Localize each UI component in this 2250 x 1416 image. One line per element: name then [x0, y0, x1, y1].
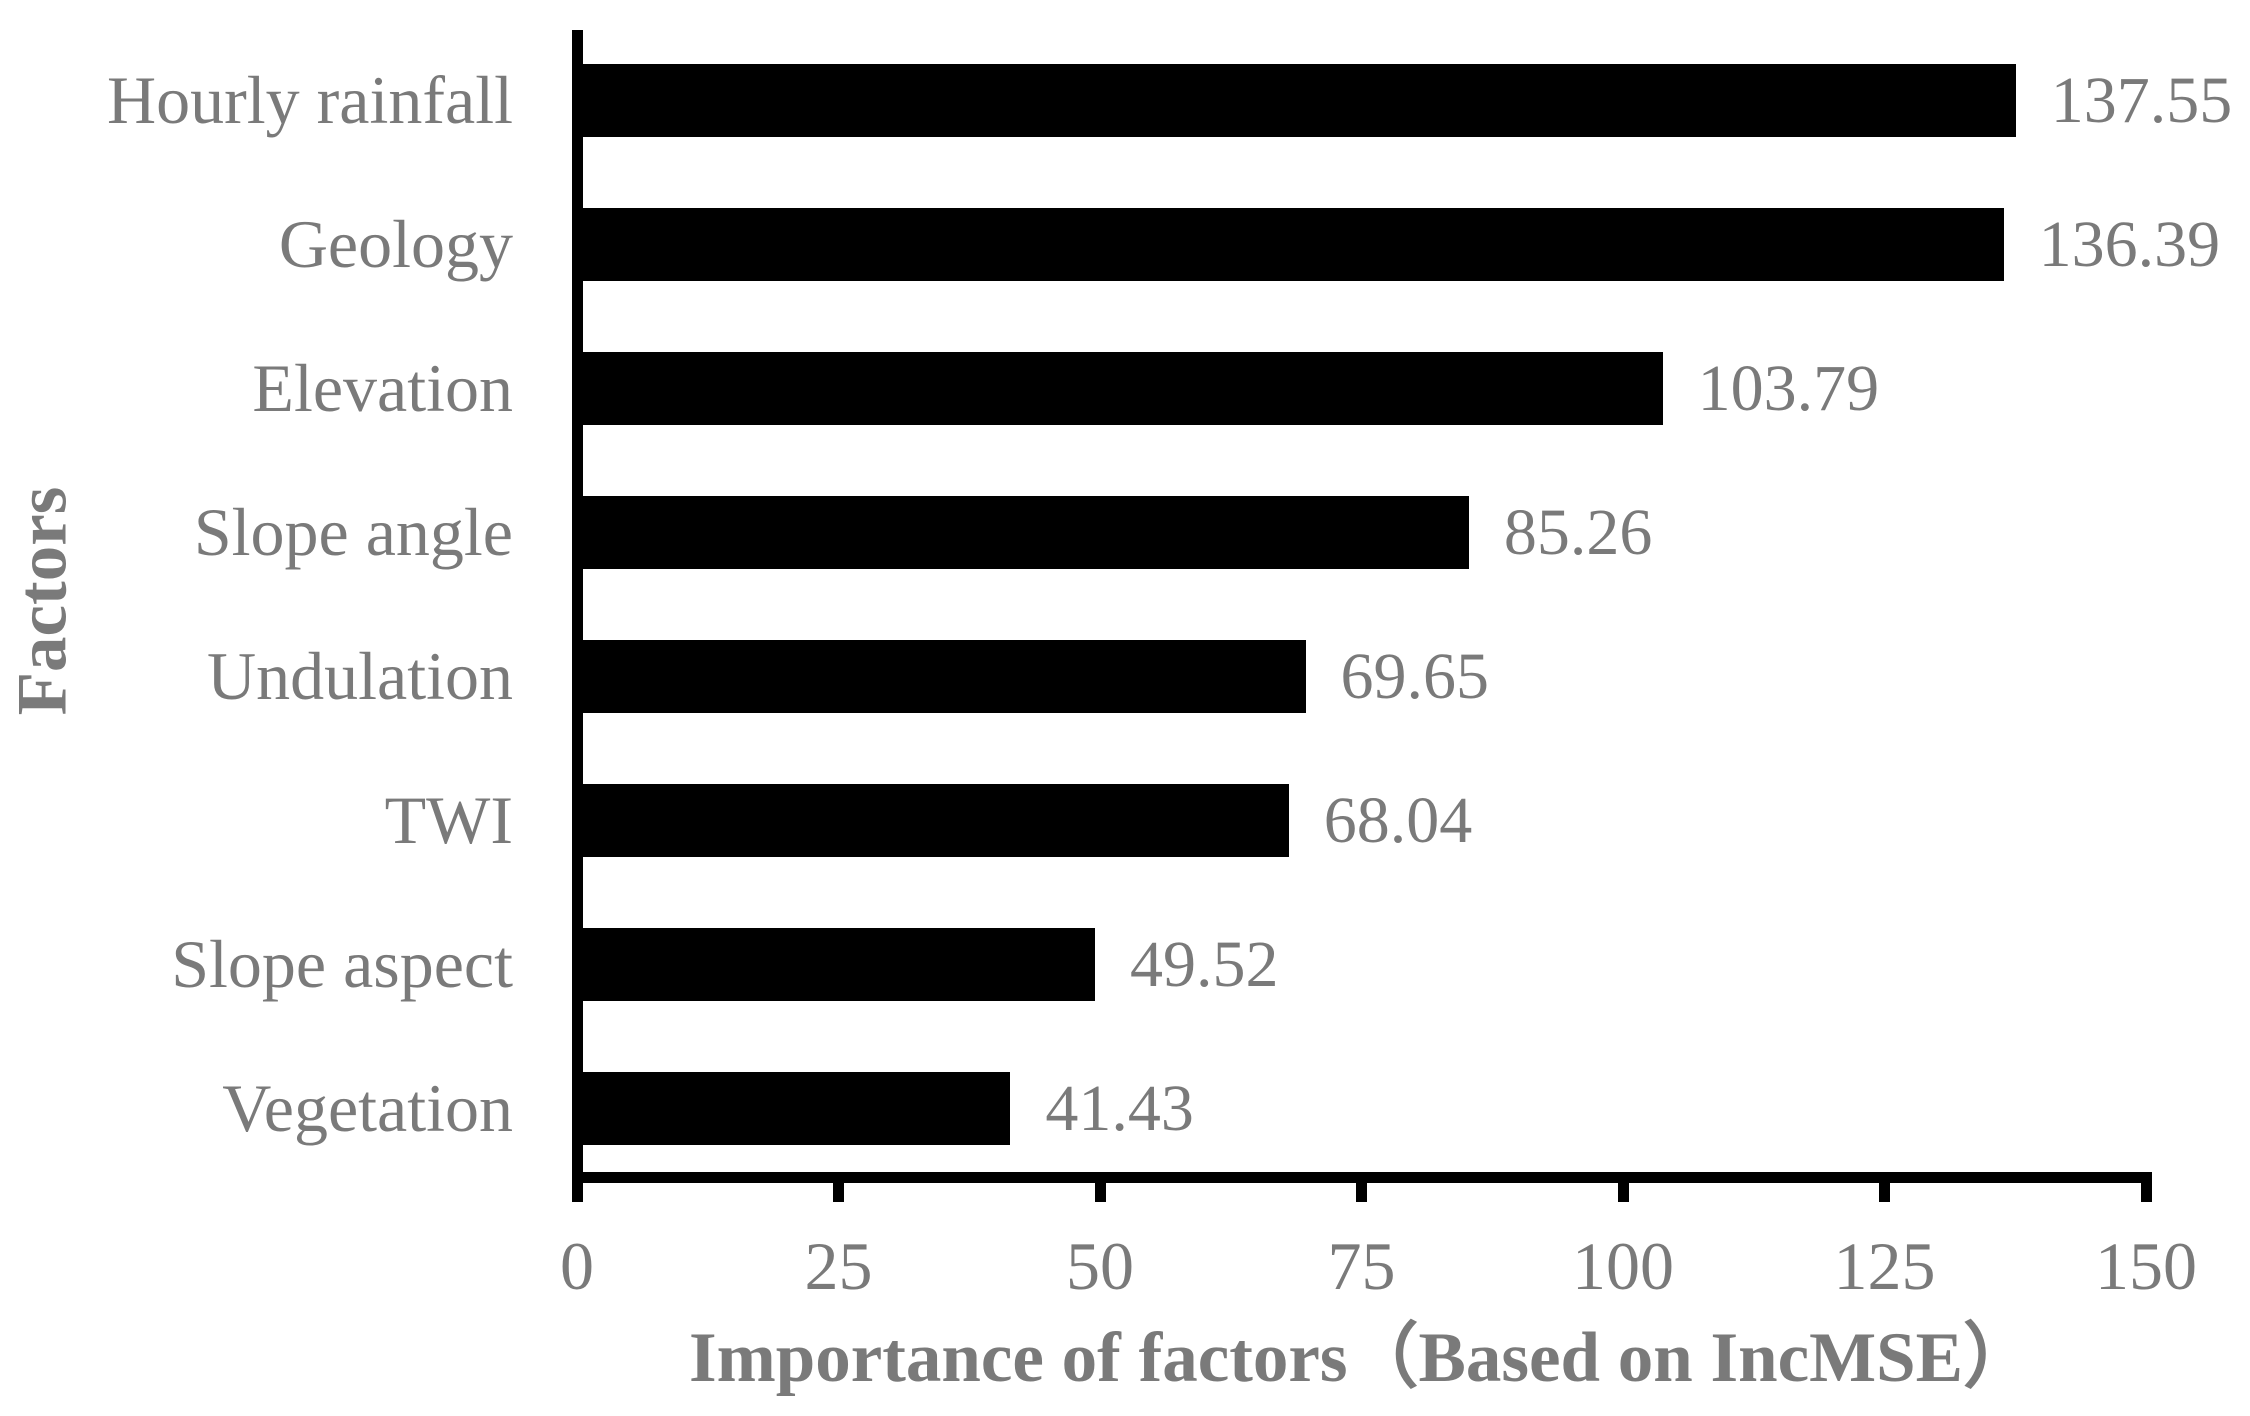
x-axis-tick — [1879, 1172, 1890, 1202]
y-axis-line — [572, 30, 583, 1202]
x-axis-tick — [1617, 1172, 1629, 1202]
category-label: Slope angle — [193, 494, 513, 570]
x-axis-tick-label: 125 — [1833, 1228, 1936, 1304]
value-label: 69.65 — [1340, 640, 1490, 713]
value-label: 68.04 — [1323, 784, 1473, 857]
x-axis-tick — [1094, 1172, 1106, 1202]
bar — [577, 928, 1095, 1001]
value-label: 137.55 — [2050, 64, 2233, 137]
bar — [577, 1072, 1011, 1145]
bar — [577, 208, 2004, 281]
category-label: Vegetation — [222, 1070, 513, 1146]
x-axis-tick — [833, 1172, 844, 1202]
bar — [577, 496, 1469, 569]
x-axis-title: Importance of factors（Based on IncMSE） — [689, 1319, 2034, 1397]
x-axis-tick-label: 25 — [804, 1228, 873, 1304]
x-axis-tick — [2140, 1172, 2152, 1202]
category-label: Undulation — [207, 638, 513, 714]
category-label: Hourly rainfall — [107, 62, 513, 138]
bar — [577, 784, 1289, 857]
x-axis-tick-label: 100 — [1572, 1228, 1674, 1304]
bar — [577, 64, 2016, 137]
category-label: Elevation — [252, 350, 513, 426]
x-axis-tick-label: 0 — [560, 1228, 594, 1304]
value-label: 85.26 — [1503, 496, 1653, 569]
category-label: TWI — [384, 782, 513, 858]
x-axis-tick — [571, 1172, 583, 1202]
x-axis-tick-label: 150 — [2095, 1228, 2197, 1304]
value-label: 136.39 — [2038, 208, 2221, 281]
x-axis-tick — [1356, 1172, 1367, 1202]
value-label: 49.52 — [1129, 928, 1279, 1001]
category-label: Geology — [278, 206, 513, 282]
category-label: Slope aspect — [171, 926, 513, 1002]
bar — [577, 352, 1663, 425]
bar — [577, 640, 1306, 713]
value-label: 103.79 — [1697, 352, 1880, 425]
x-axis-tick-label: 75 — [1327, 1228, 1396, 1304]
value-label: 41.43 — [1045, 1072, 1194, 1145]
x-axis-tick-label: 50 — [1066, 1228, 1134, 1304]
